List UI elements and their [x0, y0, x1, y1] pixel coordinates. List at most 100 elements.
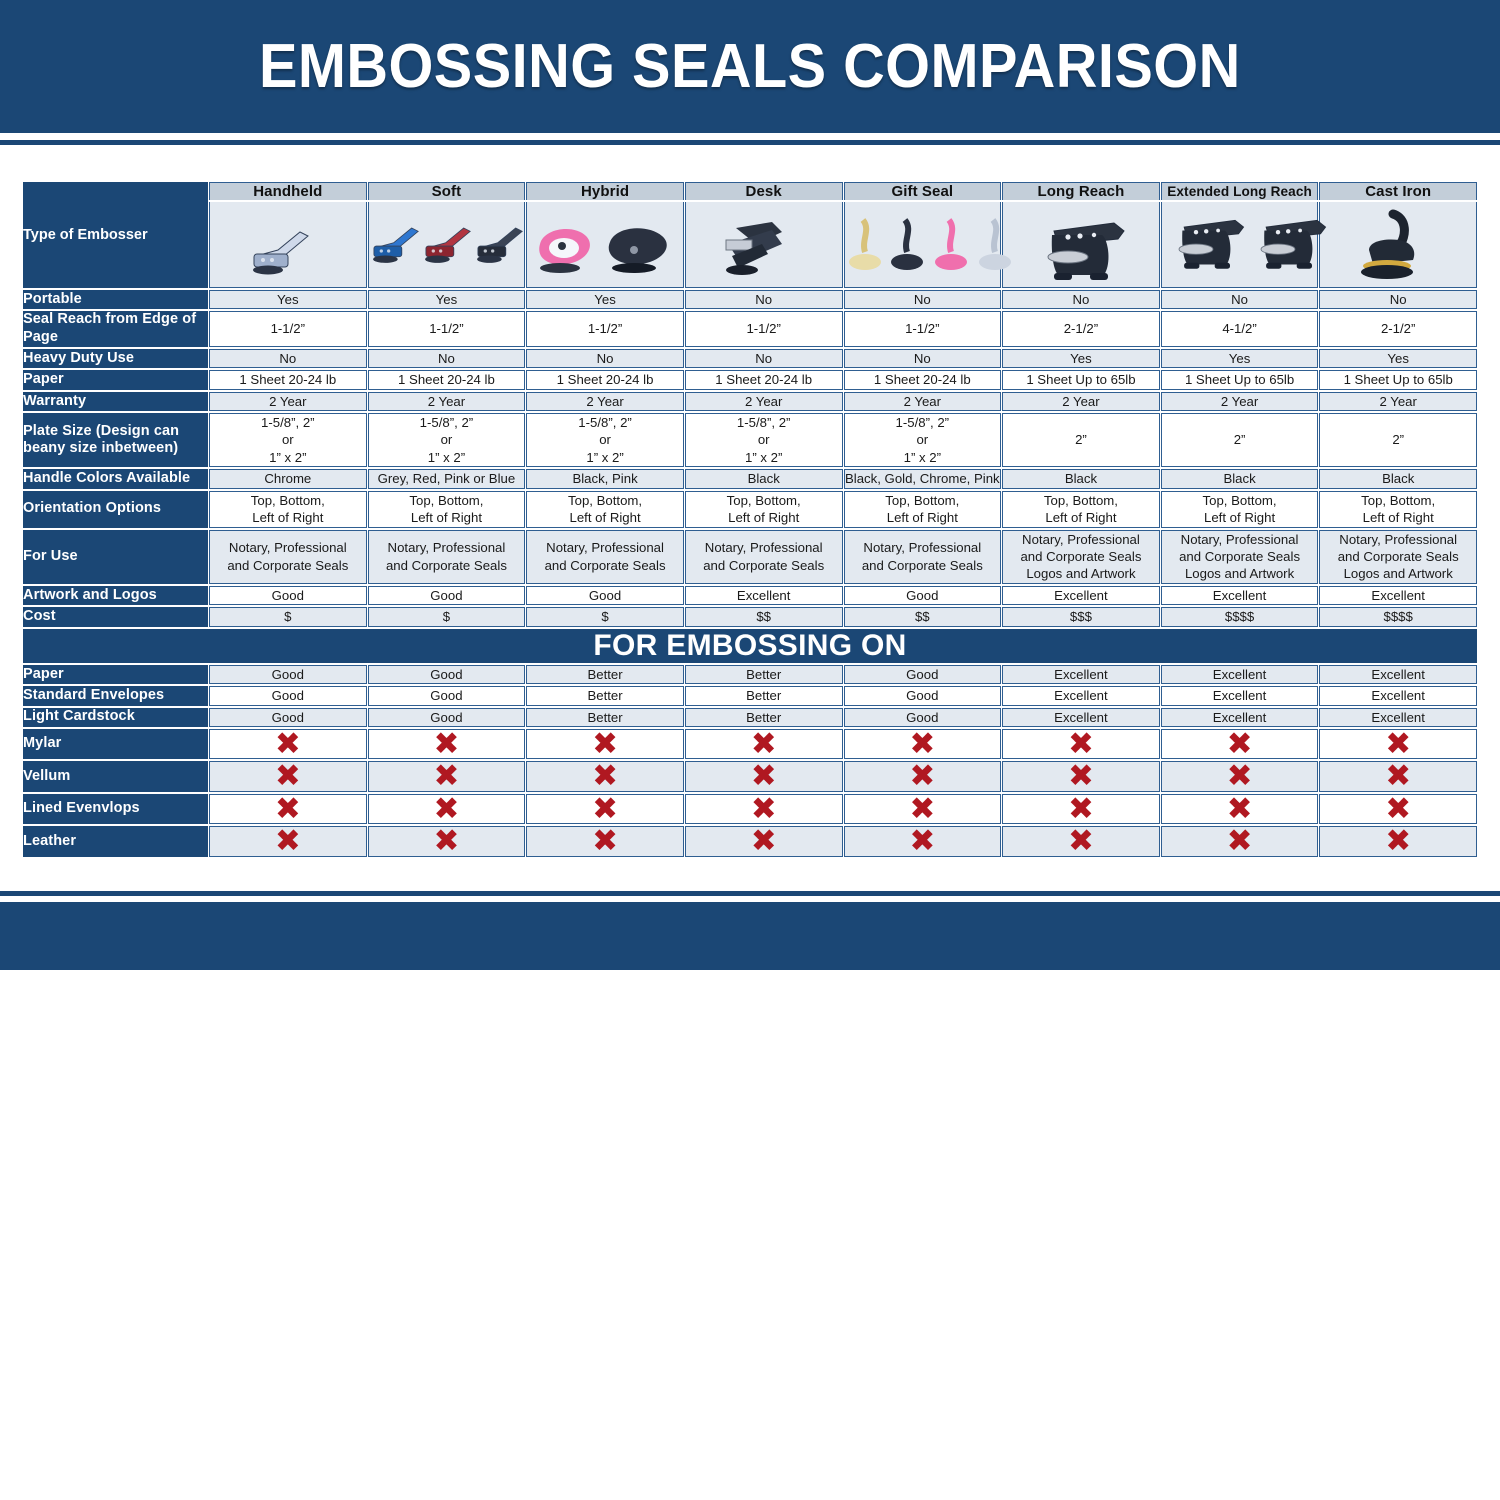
table-header-row: Type of Embosser Handheld Soft Hybrid Desk Gi…	[23, 182, 1477, 288]
embossing-cell-3-6: ✖	[1160, 725, 1319, 762]
embossing-cell-5-5: ✖	[1002, 793, 1160, 824]
header-rule	[0, 140, 1500, 145]
cell-5-5: 2”	[1002, 413, 1160, 468]
x-mark-icon: ✖	[1385, 790, 1412, 827]
embossing-seals-comparison-table: Type of Embosser Handheld Soft Hybrid Desk Gi…	[22, 180, 1478, 859]
embossing-cell-4-0: ✖	[209, 761, 367, 792]
cell-2-2: No	[526, 348, 684, 369]
cell-8-1: Notary, Professional and Corporate Seals	[367, 529, 526, 584]
cell-7-0: Top, Bottom, Left of Right	[209, 490, 367, 528]
cell-7-5: Top, Bottom, Left of Right	[1002, 490, 1160, 528]
cell-8-0: Notary, Professional and Corporate Seals	[209, 529, 367, 584]
row-label-leather: Leather	[23, 826, 208, 857]
embossing-cell-6-6: ✖	[1160, 823, 1319, 860]
cell-10-1: $	[367, 607, 526, 627]
table-row: Paper Good Good Better Better Good Excellent Ex…	[23, 664, 1477, 685]
table-row: Light Cardstock Good Good Better Better Good E…	[23, 707, 1477, 727]
cell-6-6: Black	[1160, 469, 1319, 489]
table-row: Seal Reach from Edge of Page 1-1/2” 1-1/2”…	[23, 311, 1477, 347]
embossing-cell-3-0: ✖	[209, 728, 367, 759]
cell-1-1: 1-1/2”	[367, 311, 526, 347]
cell-10-0: $	[209, 607, 367, 627]
column-header-extended-long-reach: Extended Long Reach	[1160, 182, 1319, 200]
embossing-cell-2-6: Excellent	[1160, 707, 1319, 727]
x-mark-icon: ✖	[750, 790, 777, 827]
long-reach-embosser-icon	[1002, 202, 1160, 288]
cell-4-2: 2 Year	[526, 391, 684, 412]
row-label-mylar: Mylar	[23, 728, 208, 760]
cell-2-3: No	[684, 348, 843, 369]
cell-10-4: $$	[843, 607, 1002, 627]
embossing-cell-3-2: ✖	[526, 728, 684, 759]
embossing-cell-2-7: Excellent	[1319, 707, 1477, 727]
embossing-cell-0-7: Excellent	[1319, 664, 1477, 685]
embossing-cell-3-4: ✖	[843, 728, 1002, 759]
cell-0-1: Yes	[367, 290, 526, 310]
x-mark-icon: ✖	[1067, 758, 1094, 795]
for-embossing-on-banner: FOR EMBOSSING ON	[23, 628, 1477, 663]
x-mark-icon: ✖	[1067, 823, 1094, 860]
embossing-cell-6-5: ✖	[1002, 823, 1160, 860]
cell-8-6: Notary, Professional and Corporate Seals L…	[1160, 529, 1319, 584]
cell-7-7: Top, Bottom, Left of Right	[1319, 490, 1477, 528]
cell-4-6: 2 Year	[1160, 391, 1319, 412]
embossing-cell-1-5: Excellent	[1002, 686, 1160, 706]
x-mark-icon: ✖	[909, 790, 936, 827]
embossing-cell-5-4: ✖	[843, 790, 1002, 827]
embossing-cell-2-1: Good	[367, 707, 526, 727]
x-mark-icon: ✖	[1226, 790, 1253, 827]
column-header-desk: Desk	[684, 182, 843, 200]
cell-0-5: No	[1002, 290, 1160, 310]
cell-10-3: $$	[684, 607, 843, 627]
soft-embosser-icon	[367, 202, 526, 288]
cell-3-3: 1 Sheet 20-24 lb	[684, 370, 843, 390]
x-mark-icon: ✖	[274, 790, 301, 827]
comparison-table-wrap: Type of Embosser Handheld Soft Hybrid Desk Gi…	[0, 145, 1500, 859]
cell-1-0: 1-1/2”	[209, 311, 367, 347]
x-mark-icon: ✖	[433, 758, 460, 795]
row-label-standard-envelopes: Standard Envelopes	[23, 686, 208, 706]
row-label-for-use: For Use	[23, 529, 208, 584]
cell-8-5: Notary, Professional and Corporate Seals L…	[1002, 529, 1160, 584]
row-label-lined-evenvlops: Lined Evenvlops	[23, 793, 208, 825]
table-row: Heavy Duty Use No No No No No Yes Yes Yes	[23, 348, 1477, 369]
row-label-plate-size-design-can-beany-size-inbetween: Plate Size (Design can beany size inbetw…	[23, 413, 208, 468]
x-mark-icon: ✖	[1067, 725, 1094, 762]
page-header-banner: EMBOSSING SEALS COMPARISON	[0, 0, 1500, 133]
row-label-seal-reach-from-edge-of-page: Seal Reach from Edge of Page	[23, 311, 208, 347]
cell-1-5: 2-1/2”	[1002, 311, 1160, 347]
gift-seal-embosser-icon	[843, 202, 1011, 288]
embossing-cell-4-1: ✖	[367, 758, 526, 795]
x-mark-icon: ✖	[750, 725, 777, 762]
cell-2-1: No	[367, 348, 526, 369]
footer-banner	[0, 901, 1500, 970]
x-mark-icon: ✖	[433, 823, 460, 860]
cell-2-5: Yes	[1002, 348, 1160, 369]
table-row: Lined Evenvlops ✖ ✖ ✖ ✖ ✖ ✖ ✖ ✖	[23, 790, 1477, 827]
column-header-soft: Soft	[367, 182, 526, 200]
cell-9-4: Good	[843, 585, 1002, 606]
embossing-cell-1-2: Better	[526, 686, 684, 706]
footer-rule-gap	[0, 895, 1500, 902]
x-mark-icon: ✖	[1226, 725, 1253, 762]
embossing-cell-5-1: ✖	[367, 793, 526, 824]
embossing-cell-3-5: ✖	[1002, 725, 1160, 762]
x-mark-icon: ✖	[1226, 823, 1253, 860]
embossing-cell-2-4: Good	[843, 707, 1002, 727]
embossing-cell-4-2: ✖	[526, 761, 684, 792]
row-label-portable: Portable	[23, 290, 208, 310]
cell-8-2: Notary, Professional and Corporate Seals	[526, 529, 684, 584]
table-product-image-row	[23, 202, 1477, 288]
row-label-light-cardstock: Light Cardstock	[23, 707, 208, 727]
cell-5-1: 1-5/8”, 2” or 1” x 2”	[367, 413, 526, 468]
table-row: Standard Envelopes Good Good Better Better Go…	[23, 686, 1477, 706]
x-mark-icon: ✖	[274, 823, 301, 860]
embossing-cell-4-3: ✖	[684, 761, 843, 792]
cell-7-1: Top, Bottom, Left of Right	[367, 490, 526, 528]
table-row: Leather ✖ ✖ ✖ ✖ ✖ ✖ ✖ ✖	[23, 823, 1477, 860]
column-header-handheld: Handheld	[209, 182, 367, 200]
embossing-cell-1-3: Better	[684, 686, 843, 706]
handheld-embosser-icon	[209, 202, 367, 288]
table-row: Vellum ✖ ✖ ✖ ✖ ✖ ✖ ✖ ✖	[23, 758, 1477, 795]
embossing-cell-2-5: Excellent	[1002, 707, 1160, 727]
